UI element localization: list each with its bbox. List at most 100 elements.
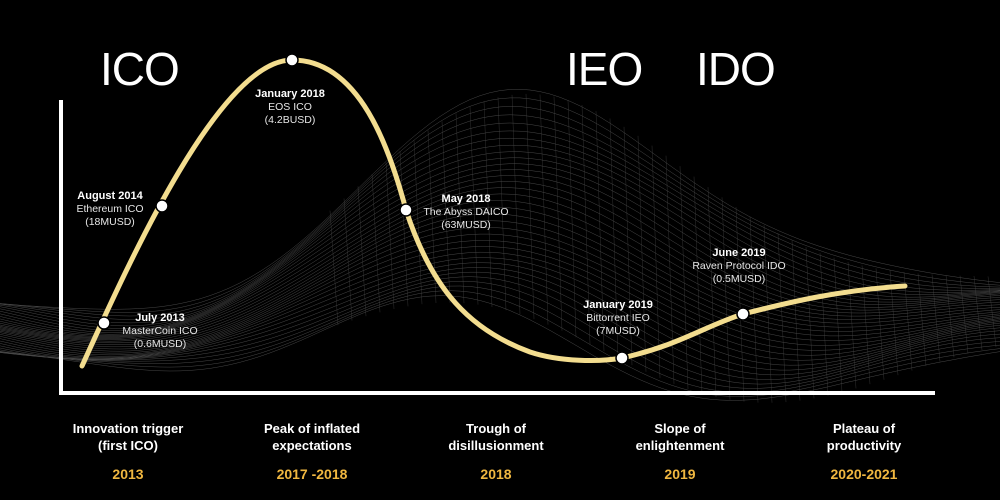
mesh-line xyxy=(609,118,619,359)
mesh-line xyxy=(0,240,1000,356)
mesh-line xyxy=(0,144,1000,332)
event-marker-3 xyxy=(285,53,299,67)
mesh-line xyxy=(567,100,577,338)
event-amount: (7MUSD) xyxy=(596,325,640,337)
phase-label-line2: (first ICO) xyxy=(98,438,158,453)
mesh-line xyxy=(553,96,563,331)
mesh-line xyxy=(0,151,1000,333)
mesh-line xyxy=(0,106,1000,317)
mesh-line xyxy=(637,135,647,372)
mesh-line xyxy=(973,275,983,351)
mesh-line xyxy=(693,176,703,394)
mesh-line xyxy=(0,276,1000,385)
mesh-line xyxy=(0,137,1000,329)
event-marker-4 xyxy=(399,203,413,217)
phase-year: 2019 xyxy=(664,466,696,482)
mesh-line xyxy=(0,295,1000,401)
phase-label-line2: disillusionment xyxy=(448,438,544,453)
mesh-line xyxy=(0,130,1000,327)
mesh-line xyxy=(861,265,871,385)
mesh-line xyxy=(623,126,633,366)
mesh-line xyxy=(511,94,521,315)
event-amount: (63MUSD) xyxy=(441,219,491,231)
event-name: MasterCoin ICO xyxy=(122,325,198,337)
mesh-line xyxy=(0,97,1000,313)
event-amount: (0.6MUSD) xyxy=(133,338,187,350)
mesh-line xyxy=(595,111,605,352)
mesh-line xyxy=(735,207,745,402)
mesh-line xyxy=(0,200,1000,344)
mesh-line xyxy=(0,89,1000,310)
mesh-line xyxy=(819,252,829,396)
mesh-line xyxy=(791,240,801,401)
event-amount: (0.5MUSD) xyxy=(712,273,766,285)
mesh-line xyxy=(833,257,843,393)
mesh-line xyxy=(413,140,423,305)
phase-label-line1: Plateau of xyxy=(832,421,896,436)
mesh-line xyxy=(665,155,675,384)
mesh-line xyxy=(917,273,927,367)
mesh-line xyxy=(0,290,1000,397)
mesh-line xyxy=(483,101,493,308)
era-label-ieo: IEO xyxy=(566,43,643,95)
mesh-line xyxy=(0,181,1000,339)
era-label-ico: ICO xyxy=(100,43,180,95)
mesh-line xyxy=(931,274,941,362)
mesh-line xyxy=(0,262,1000,371)
mesh-line xyxy=(0,257,1000,366)
background-wave-mesh xyxy=(0,89,1000,403)
phase-plateau: Plateau of productivity 2020-2021 xyxy=(779,420,949,482)
mesh-line xyxy=(777,233,787,403)
mesh-line xyxy=(707,187,717,398)
phase-label-line1: Trough of xyxy=(466,421,526,436)
mesh-line xyxy=(945,275,955,358)
mesh-line xyxy=(763,225,773,403)
mesh-line xyxy=(0,271,1000,380)
mesh-line xyxy=(805,246,815,399)
mesh-line xyxy=(455,113,465,304)
event-date: August 2014 xyxy=(77,190,143,202)
phase-label-line1: Innovation trigger xyxy=(72,421,184,436)
mesh-line xyxy=(721,197,731,400)
event-label-2: August 2014 Ethereum ICO (18MUSD) xyxy=(50,190,170,229)
event-name: The Abyss DAICO xyxy=(423,206,509,218)
event-date: May 2018 xyxy=(441,193,491,205)
phase-label-line1: Peak of inflated xyxy=(263,421,361,436)
event-marker-2 xyxy=(155,199,169,213)
mesh-line xyxy=(903,272,913,371)
phase-year: 2013 xyxy=(112,466,144,482)
event-date: July 2013 xyxy=(135,312,185,324)
mesh-line xyxy=(0,246,1000,357)
event-marker-1 xyxy=(97,316,111,330)
event-marker-6 xyxy=(736,307,750,321)
mesh-line xyxy=(469,106,479,305)
mesh-line xyxy=(0,206,1000,345)
event-date: January 2018 xyxy=(255,88,325,100)
phase-peak: Peak of inflated expectations 2017 -2018 xyxy=(227,420,397,482)
event-name: Raven Protocol IDO xyxy=(692,260,786,272)
era-label-ido: IDO xyxy=(696,43,776,95)
phase-year: 2020-2021 xyxy=(830,466,898,482)
mesh-line xyxy=(0,122,1000,324)
mesh-line xyxy=(581,104,591,345)
event-label-4: May 2018 The Abyss DAICO (63MUSD) xyxy=(406,193,526,232)
mesh-line xyxy=(357,186,367,317)
mesh-line xyxy=(987,276,997,347)
event-name: Ethereum ICO xyxy=(76,203,144,215)
event-amount: (4.2BUSD) xyxy=(264,114,316,126)
phase-label-line1: Slope of xyxy=(654,421,706,436)
mesh-line xyxy=(371,174,381,313)
mesh-line xyxy=(0,175,1000,338)
mesh-line xyxy=(0,187,1000,341)
mesh-line xyxy=(539,94,549,325)
mesh-line xyxy=(0,285,1000,393)
event-name: Bittorrent IEO xyxy=(586,312,650,324)
phase-slope: Slope of enlightenment 2019 xyxy=(595,420,765,482)
mesh-line xyxy=(0,169,1000,337)
phase-label-line2: expectations xyxy=(272,438,352,453)
event-date: June 2019 xyxy=(712,247,766,259)
mesh-line xyxy=(329,210,339,326)
mesh-line xyxy=(0,220,1000,350)
mesh-line xyxy=(0,163,1000,336)
mesh-line xyxy=(497,97,507,311)
